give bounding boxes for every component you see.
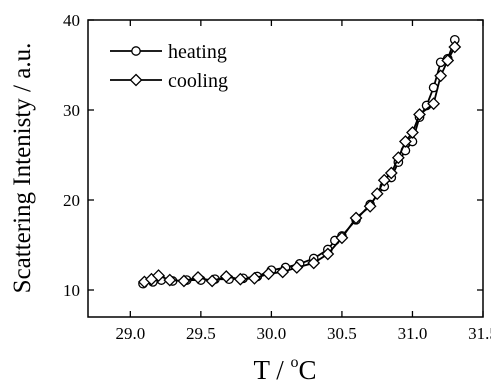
data-point-cooling xyxy=(276,265,290,279)
x-tick-label: 30.0 xyxy=(257,324,287,343)
data-point-cooling xyxy=(262,267,275,281)
data-point-cooling xyxy=(191,270,205,284)
data-point-cooling xyxy=(219,270,233,283)
data-point-cooling xyxy=(152,269,165,283)
data-point-cooling xyxy=(363,199,377,213)
data-point-cooling xyxy=(349,211,363,225)
data-point-cooling xyxy=(391,151,405,165)
data-point-cooling xyxy=(406,126,419,139)
data-point-cooling xyxy=(448,40,462,54)
legend-item-cooling: cooling xyxy=(110,70,228,92)
x-tick-label: 31.5 xyxy=(468,324,491,343)
plot-frame xyxy=(87,19,484,318)
x-tick-label: 31.0 xyxy=(398,324,428,343)
data-point-cooling xyxy=(377,173,391,187)
data-point-cooling xyxy=(290,261,304,274)
series-layer xyxy=(138,34,462,289)
data-point-cooling xyxy=(413,108,426,121)
data-point-cooling xyxy=(205,274,219,288)
x-tick-label: 29.0 xyxy=(115,324,145,343)
legend-marker-heating xyxy=(131,46,141,56)
data-point-cooling xyxy=(233,272,247,286)
legend-marker-cooling xyxy=(129,73,143,87)
series-cooling xyxy=(138,40,462,289)
data-point-cooling xyxy=(335,231,349,245)
y-tick-label: 20 xyxy=(63,191,80,210)
data-point-cooling xyxy=(307,256,321,270)
data-point-cooling xyxy=(370,187,384,201)
data-point-cooling xyxy=(321,247,335,261)
legend-label: cooling xyxy=(168,70,228,92)
x-tick-label: 29.5 xyxy=(186,324,216,343)
x-axis-label-main: T / xyxy=(253,355,290,385)
data-point-cooling xyxy=(163,273,177,287)
data-point-cooling xyxy=(384,166,398,180)
y-axis-label: Scattering Intenisty / a.u. xyxy=(9,43,36,294)
data-point-cooling xyxy=(427,97,441,111)
x-tick-label: 30.5 xyxy=(327,324,357,343)
data-point-cooling xyxy=(248,271,261,285)
legend-label: heating xyxy=(168,41,227,63)
x-axis-label-degree: o xyxy=(291,354,299,371)
axis-ticks: 29.0 29.5 30.0 30.5 31.0 31.5 10 20 30 40 xyxy=(63,11,491,343)
y-tick-label: 30 xyxy=(63,101,80,120)
data-point-cooling xyxy=(441,54,455,67)
legend: heating cooling xyxy=(110,41,228,92)
x-axis-label-unit: C xyxy=(299,355,317,385)
data-point-cooling xyxy=(434,69,448,83)
legend-item-heating: heating xyxy=(110,41,227,63)
x-axis-label: T / oC xyxy=(253,354,316,385)
y-tick-label: 40 xyxy=(63,11,80,30)
y-tick-label: 10 xyxy=(63,281,80,300)
data-point-cooling xyxy=(398,135,412,148)
data-point-cooling xyxy=(177,274,191,288)
